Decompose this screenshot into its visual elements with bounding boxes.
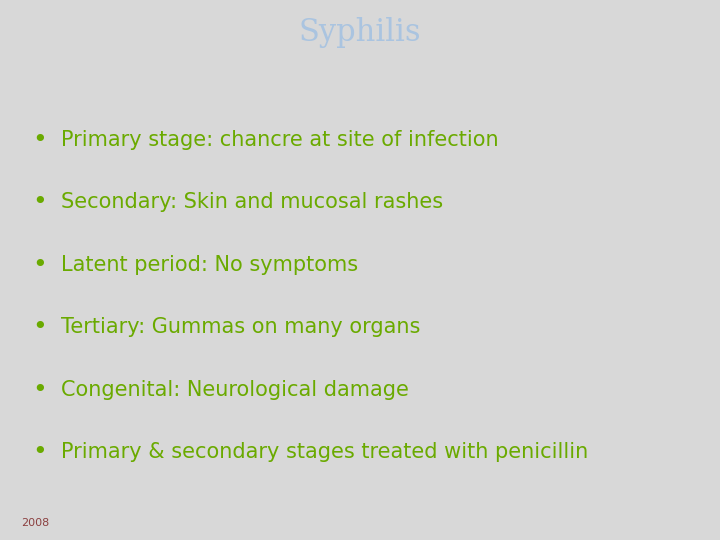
Text: •: • <box>32 315 47 339</box>
Text: Congenital: Neurological damage: Congenital: Neurological damage <box>61 380 409 400</box>
Text: •: • <box>32 440 47 464</box>
Text: 2008: 2008 <box>22 517 50 528</box>
Text: Latent period: No symptoms: Latent period: No symptoms <box>61 255 359 275</box>
Text: Secondary: Skin and mucosal rashes: Secondary: Skin and mucosal rashes <box>61 192 444 212</box>
Text: •: • <box>32 128 47 152</box>
Text: •: • <box>32 377 47 402</box>
Text: •: • <box>32 253 47 277</box>
Text: Syphilis: Syphilis <box>299 17 421 48</box>
Text: •: • <box>32 190 47 214</box>
Text: Primary stage: chancre at site of infection: Primary stage: chancre at site of infect… <box>61 130 499 150</box>
Text: Tertiary: Gummas on many organs: Tertiary: Gummas on many organs <box>61 317 420 338</box>
Text: Primary & secondary stages treated with penicillin: Primary & secondary stages treated with … <box>61 442 588 462</box>
